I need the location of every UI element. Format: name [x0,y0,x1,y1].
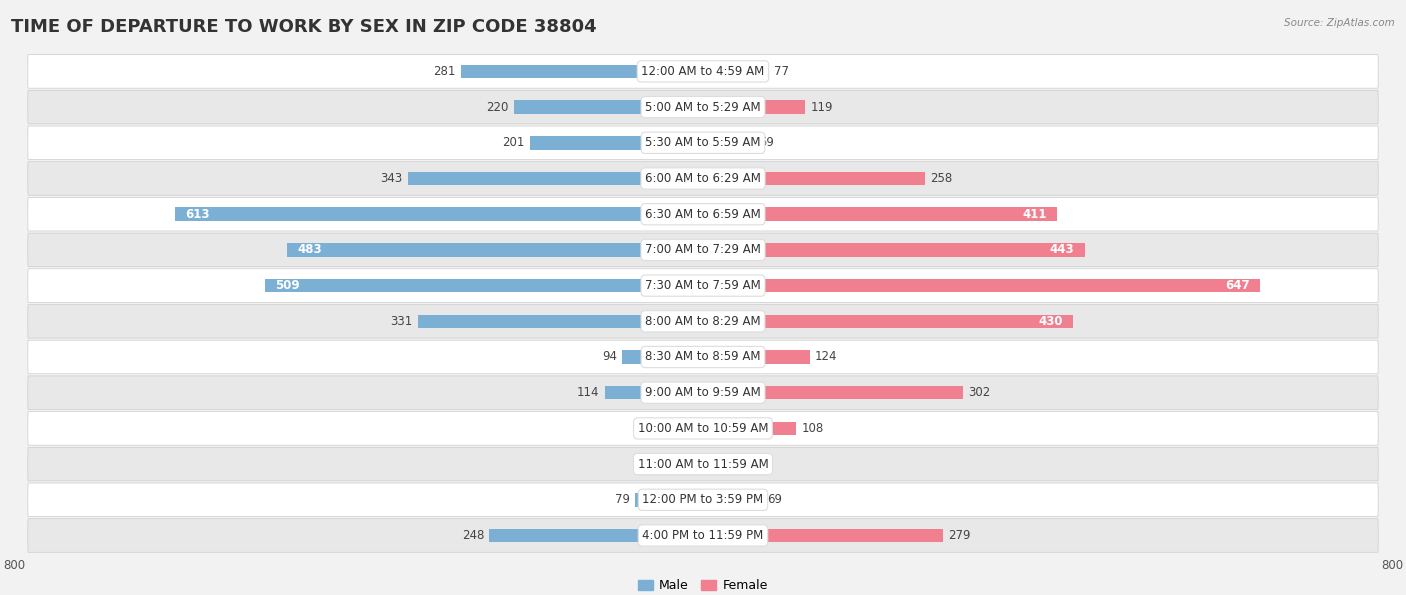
Text: 279: 279 [949,529,972,542]
Text: 79: 79 [614,493,630,506]
Bar [418,315,703,328]
Bar [636,493,703,506]
Bar [703,208,1057,221]
Text: 7:00 AM to 7:29 AM: 7:00 AM to 7:29 AM [645,243,761,256]
FancyBboxPatch shape [28,198,1378,231]
Bar [461,65,703,78]
FancyBboxPatch shape [28,483,1378,516]
FancyBboxPatch shape [28,55,1378,88]
Bar [703,493,762,506]
Text: 220: 220 [486,101,509,114]
Bar [662,422,703,435]
FancyBboxPatch shape [28,447,1378,481]
FancyBboxPatch shape [28,233,1378,267]
Text: 77: 77 [775,65,790,78]
Bar [530,136,703,149]
Bar [688,458,703,471]
Text: 483: 483 [298,243,322,256]
Text: 509: 509 [276,279,299,292]
Text: 343: 343 [380,172,402,185]
Text: 48: 48 [641,422,657,435]
Bar [264,279,703,292]
Bar [621,350,703,364]
Text: 7:30 AM to 7:59 AM: 7:30 AM to 7:59 AM [645,279,761,292]
Bar [703,279,1260,292]
Text: 69: 69 [768,493,783,506]
Bar [513,101,703,114]
Text: 613: 613 [186,208,209,221]
Bar [176,208,703,221]
Bar [703,136,754,149]
FancyBboxPatch shape [28,162,1378,195]
Bar [703,458,724,471]
Text: 108: 108 [801,422,824,435]
Text: 5:30 AM to 5:59 AM: 5:30 AM to 5:59 AM [645,136,761,149]
Text: 5:00 AM to 5:29 AM: 5:00 AM to 5:29 AM [645,101,761,114]
Text: 94: 94 [602,350,617,364]
Text: 11:00 AM to 11:59 AM: 11:00 AM to 11:59 AM [638,458,768,471]
FancyBboxPatch shape [28,305,1378,338]
Bar [287,243,703,256]
Bar [408,172,703,185]
FancyBboxPatch shape [28,90,1378,124]
FancyBboxPatch shape [28,519,1378,552]
Text: Source: ZipAtlas.com: Source: ZipAtlas.com [1284,18,1395,28]
FancyBboxPatch shape [28,376,1378,409]
FancyBboxPatch shape [28,126,1378,159]
Bar [703,386,963,399]
Text: 647: 647 [1225,279,1250,292]
Text: 8:30 AM to 8:59 AM: 8:30 AM to 8:59 AM [645,350,761,364]
Text: 443: 443 [1049,243,1074,256]
Text: 25: 25 [730,458,745,471]
Text: 8:00 AM to 8:29 AM: 8:00 AM to 8:29 AM [645,315,761,328]
Legend: Male, Female: Male, Female [633,574,773,595]
Text: 18: 18 [668,458,682,471]
Bar [489,529,703,542]
Text: 9:00 AM to 9:59 AM: 9:00 AM to 9:59 AM [645,386,761,399]
Bar [703,315,1073,328]
Text: 124: 124 [815,350,838,364]
Text: 119: 119 [811,101,834,114]
FancyBboxPatch shape [28,412,1378,445]
Text: 411: 411 [1022,208,1046,221]
Text: 430: 430 [1039,315,1063,328]
Bar [703,243,1084,256]
Bar [703,529,943,542]
Text: 10:00 AM to 10:59 AM: 10:00 AM to 10:59 AM [638,422,768,435]
Bar [703,350,810,364]
Text: 281: 281 [433,65,456,78]
Text: 114: 114 [576,386,599,399]
Bar [703,422,796,435]
Bar [703,101,806,114]
Text: 6:30 AM to 6:59 AM: 6:30 AM to 6:59 AM [645,208,761,221]
FancyBboxPatch shape [28,340,1378,374]
Text: 12:00 AM to 4:59 AM: 12:00 AM to 4:59 AM [641,65,765,78]
Bar [703,172,925,185]
Text: 6:00 AM to 6:29 AM: 6:00 AM to 6:29 AM [645,172,761,185]
Text: 331: 331 [391,315,413,328]
FancyBboxPatch shape [28,269,1378,302]
Bar [703,65,769,78]
Text: 4:00 PM to 11:59 PM: 4:00 PM to 11:59 PM [643,529,763,542]
Text: TIME OF DEPARTURE TO WORK BY SEX IN ZIP CODE 38804: TIME OF DEPARTURE TO WORK BY SEX IN ZIP … [11,18,598,36]
Text: 12:00 PM to 3:59 PM: 12:00 PM to 3:59 PM [643,493,763,506]
Text: 248: 248 [463,529,484,542]
Text: 258: 258 [931,172,953,185]
Text: 302: 302 [969,386,990,399]
Bar [605,386,703,399]
Text: 59: 59 [759,136,773,149]
Text: 201: 201 [502,136,524,149]
